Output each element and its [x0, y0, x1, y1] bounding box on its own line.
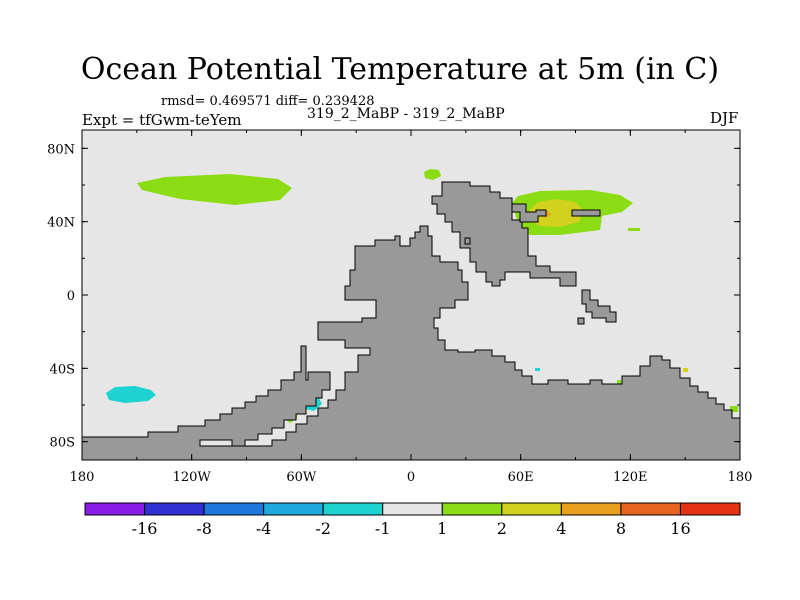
- southern-cool-dot-1: [535, 368, 540, 371]
- main-continent: [81, 225, 741, 461]
- colorbar-bin: [263, 502, 324, 516]
- small-island: [464, 237, 471, 245]
- x-tick-label: 180: [70, 470, 95, 485]
- y-tick-label: 80S: [50, 436, 75, 451]
- y-tick-label: 80N: [47, 142, 75, 157]
- colorbar-label: -1: [375, 519, 391, 538]
- colorbar-bin: [84, 502, 146, 516]
- rmsd-diff-stats: rmsd= 0.469571 diff= 0.239428: [161, 94, 375, 109]
- difference-label: 319_2_MaBP - 319_2_MaBP: [307, 106, 505, 122]
- colorbar-bin: [144, 502, 205, 516]
- colorbar-label: 16: [670, 519, 690, 538]
- season-label: DJF: [710, 109, 739, 127]
- south-pacific-cool-patch: [106, 386, 156, 403]
- colorbar-bin: [560, 502, 622, 516]
- colorbar-bin: [203, 502, 265, 516]
- x-tick-label: 60E: [508, 470, 534, 485]
- colorbar-label: 4: [556, 519, 566, 538]
- colorbar-label: -4: [256, 519, 272, 538]
- colorbar-label: -8: [196, 519, 212, 538]
- northwest-pacific-tail: [628, 228, 640, 231]
- y-axis: 80N 40N 0 40S 80S: [47, 142, 740, 451]
- colorbar-label: 1: [437, 519, 447, 538]
- east-island: [581, 289, 617, 323]
- y-tick-label: 40N: [47, 216, 75, 231]
- land-masses: [81, 181, 741, 461]
- experiment-label: Expt = tfGwm-teYem: [82, 111, 242, 129]
- colorbar-bin: [620, 502, 681, 516]
- x-tick-label: 120W: [173, 470, 212, 485]
- x-tick-label: 0: [407, 470, 415, 485]
- chart-title: Ocean Potential Temperature at 5m (in C): [80, 52, 720, 87]
- arctic-patch: [424, 169, 441, 180]
- southern-warm-dot-1: [617, 380, 621, 384]
- colorbar-label: 8: [616, 519, 626, 538]
- colorbar-bin: [679, 502, 741, 516]
- eurasia-block: [431, 181, 577, 287]
- colorbar-bin: [382, 502, 443, 516]
- map-panel: 80N 40N 0 40S 80S 180 120W 60W 0 60E 120E 180: [47, 129, 753, 485]
- colorbar-label: -16: [132, 519, 158, 538]
- colorbar-bin: [501, 502, 562, 516]
- colorbar-bin: [441, 502, 503, 516]
- east-island-dot: [577, 317, 585, 325]
- southern-warm-dot-2: [683, 368, 688, 372]
- colorbar-label: -2: [315, 519, 331, 538]
- y-tick-label: 40S: [50, 362, 75, 377]
- north-pacific-anomaly: [137, 174, 292, 205]
- northwest-pacific-warm-core: [527, 199, 584, 227]
- x-axis: 180 120W 60W 0 60E 120E 180: [70, 130, 753, 485]
- northeast-bar: [571, 209, 601, 217]
- northeast-spit: [511, 203, 547, 223]
- colorbar-label: 2: [497, 519, 507, 538]
- x-tick-label: 60W: [286, 470, 317, 485]
- colorbar-bin: [322, 502, 384, 516]
- x-tick-label: 180: [728, 470, 753, 485]
- x-tick-label: 120E: [613, 470, 647, 485]
- colorbar: -16 -8 -4 -2 -1 1 2 4 8 16: [84, 502, 741, 538]
- y-tick-label: 0: [67, 289, 75, 304]
